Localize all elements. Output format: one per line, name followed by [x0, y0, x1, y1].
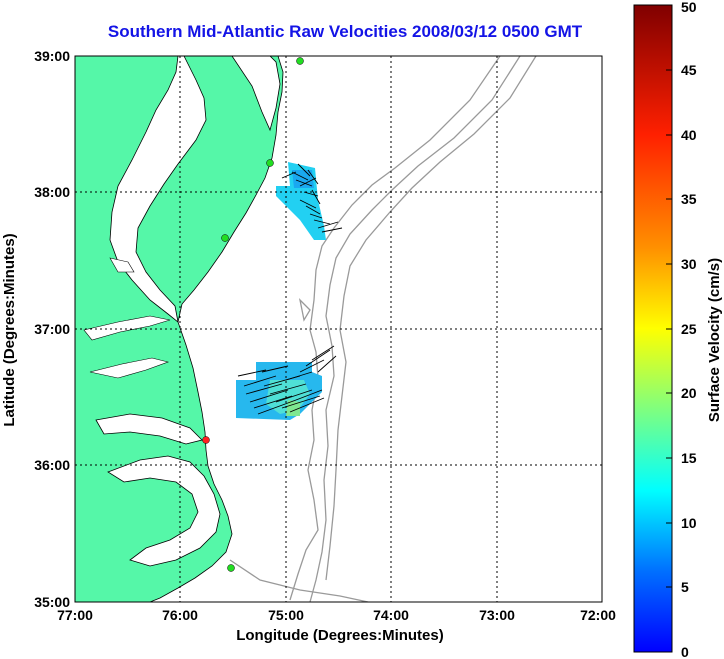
colorbar-label: Surface Velocity (cm/s) [706, 258, 723, 422]
station-marker [296, 57, 304, 65]
chesapeake-bay [109, 56, 207, 323]
albemarle-sound [95, 413, 203, 445]
station-marker [221, 234, 229, 242]
colorbar-tick-label: 15 [681, 450, 697, 466]
x-tick-label: 75:00 [268, 607, 304, 623]
colorbar-tick-label: 25 [681, 321, 697, 337]
colorbar-ticks [666, 69, 672, 588]
station-marker [266, 159, 274, 167]
river [109, 257, 135, 273]
y-axis-label: Latitude (Degrees:Minutes) [1, 233, 18, 426]
x-tick-label: 72:00 [580, 607, 616, 623]
x-tick-label: 73:00 [479, 607, 515, 623]
colorbar-tick-label: 45 [681, 62, 697, 78]
plot-frame [74, 55, 603, 603]
pamlico-sound [107, 455, 221, 567]
y-tick-label: 38:00 [34, 184, 70, 200]
colorbar-tick-label: 20 [681, 385, 697, 401]
bathymetry-contours [229, 56, 537, 602]
x-tick-label: 74:00 [373, 607, 409, 623]
colorbar-tick-label: 5 [681, 579, 689, 595]
river [89, 357, 170, 379]
river [83, 315, 171, 341]
x-tick-label: 77:00 [57, 607, 93, 623]
delaware-bay [231, 56, 281, 132]
x-axis-label: Longitude (Degrees:Minutes) [236, 627, 444, 644]
colorbar-tick-label: 0 [681, 644, 689, 659]
colorbar [633, 4, 673, 653]
y-tick-label: 37:00 [34, 321, 70, 337]
colorbar-tick-label: 40 [681, 127, 697, 143]
stations [202, 57, 304, 572]
x-tick-label: 76:00 [162, 607, 198, 623]
chart-title: Southern Mid-Atlantic Raw Velocities 200… [107, 22, 583, 41]
station-marker [202, 436, 210, 444]
station-marker [227, 564, 235, 572]
y-tick-label: 39:00 [34, 48, 70, 64]
colorbar-tick-label: 50 [681, 0, 697, 15]
y-tick-label: 35:00 [34, 594, 70, 610]
colorbar-tick-label: 35 [681, 191, 697, 207]
velocity-arrows [237, 163, 343, 415]
colorbar-tick-label: 10 [681, 515, 697, 531]
colorbar-tick-label: 30 [681, 256, 697, 272]
grid-lines [75, 56, 602, 602]
y-tick-label: 36:00 [34, 457, 70, 473]
